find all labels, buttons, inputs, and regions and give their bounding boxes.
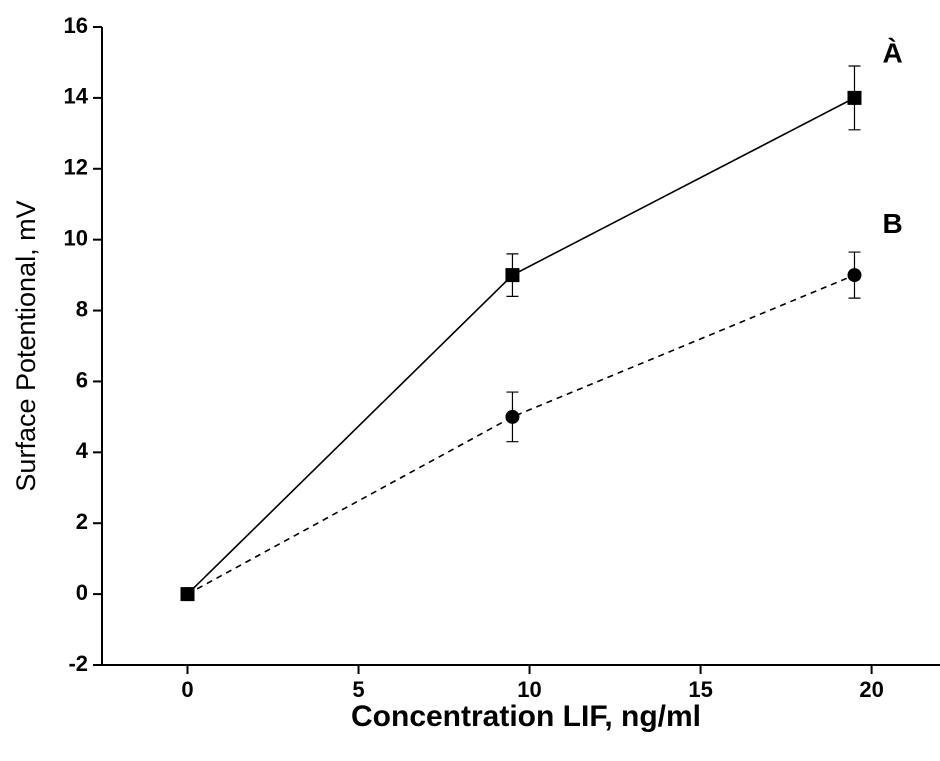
- y-tick-label: 4: [76, 438, 89, 463]
- marker: [505, 268, 520, 283]
- y-tick-label: -2: [68, 651, 88, 676]
- y-axis-label: Surface Potentional, mV: [11, 200, 41, 491]
- y-tick-label: 2: [76, 509, 88, 534]
- y-tick-label: 0: [76, 580, 88, 605]
- y-tick-label: 6: [76, 367, 88, 392]
- x-tick-label: 15: [688, 677, 712, 702]
- marker: [505, 409, 520, 424]
- y-tick-label: 14: [64, 84, 89, 109]
- y-tick-label: 8: [76, 296, 88, 321]
- marker: [180, 587, 195, 602]
- series-line: [186, 97, 855, 595]
- x-tick-label: 20: [859, 677, 883, 702]
- y-tick-label: 10: [64, 225, 88, 250]
- series-label: À: [882, 38, 902, 69]
- y-tick-label: 16: [64, 13, 88, 38]
- series-label: B: [882, 208, 902, 239]
- y-tick-label: 12: [64, 155, 88, 180]
- marker: [847, 90, 862, 105]
- x-axis-label: Concentration LIF, ng/ml: [351, 700, 701, 733]
- marker: [847, 268, 862, 283]
- x-tick-label: 10: [517, 677, 541, 702]
- series-line: [187, 274, 855, 595]
- x-tick-label: 5: [352, 677, 364, 702]
- x-tick-label: 0: [181, 677, 193, 702]
